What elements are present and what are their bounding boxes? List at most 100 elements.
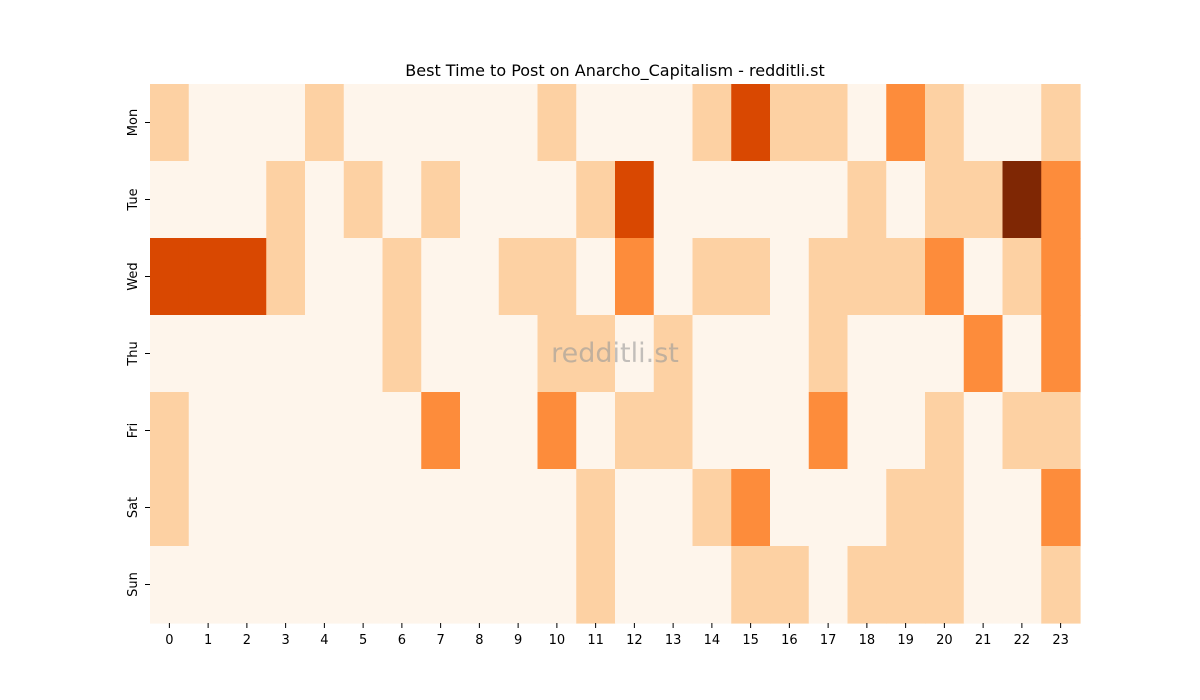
heatmap-cell-sun-15 bbox=[731, 546, 771, 624]
heatmap-cell-thu-14 bbox=[692, 315, 732, 393]
heatmap-cell-wed-10 bbox=[537, 238, 577, 316]
heatmap-cell-tue-18 bbox=[847, 161, 887, 239]
heatmap-cell-mon-19 bbox=[886, 84, 926, 162]
heatmap-cell-thu-7 bbox=[421, 315, 461, 393]
y-tick-label: Thu bbox=[126, 341, 141, 366]
heatmap-cell-tue-1 bbox=[188, 161, 229, 239]
heatmap-cell-sun-6 bbox=[382, 546, 422, 624]
heatmap-cell-mon-0 bbox=[150, 84, 190, 162]
heatmap-cell-tue-6 bbox=[382, 161, 422, 239]
x-tick-label: 21 bbox=[975, 633, 992, 648]
heatmap-cell-sun-1 bbox=[188, 546, 229, 624]
heatmap-cell-sat-11 bbox=[576, 469, 616, 547]
y-tick-label: Wed bbox=[126, 262, 141, 290]
heatmap-cell-mon-8 bbox=[460, 84, 500, 162]
heatmap-cell-wed-23 bbox=[1041, 238, 1081, 316]
heatmap-cell-thu-4 bbox=[305, 315, 345, 393]
heatmap-cell-sun-5 bbox=[343, 546, 384, 624]
heatmap-cell-sat-4 bbox=[305, 469, 345, 547]
heatmap-cell-sun-7 bbox=[421, 546, 461, 624]
heatmap-cell-fri-19 bbox=[886, 392, 926, 470]
heatmap-cell-fri-15 bbox=[731, 392, 771, 470]
y-axis: Mon Tue Wed Thu Fri Sat Sun bbox=[126, 109, 150, 597]
heatmap-cell-tue-5 bbox=[343, 161, 384, 239]
heatmap-cell-mon-5 bbox=[343, 84, 384, 162]
heatmap-cell-sat-3 bbox=[266, 469, 306, 547]
heatmap-cell-tue-7 bbox=[421, 161, 461, 239]
heatmap-cell-sat-14 bbox=[692, 469, 732, 547]
heatmap-cell-mon-22 bbox=[1002, 84, 1042, 162]
heatmap-cell-tue-22 bbox=[1002, 161, 1042, 239]
heatmap-cell-mon-7 bbox=[421, 84, 461, 162]
heatmap-cell-wed-20 bbox=[925, 238, 965, 316]
heatmap-cell-fri-6 bbox=[382, 392, 422, 470]
x-tick-label: 5 bbox=[359, 633, 367, 648]
heatmap-cell-fri-14 bbox=[692, 392, 732, 470]
heatmap-cell-tue-14 bbox=[692, 161, 732, 239]
heatmap-cell-wed-22 bbox=[1002, 238, 1042, 316]
y-tick-label: Tue bbox=[126, 188, 141, 211]
heatmap-cell-mon-9 bbox=[498, 84, 539, 162]
heatmap-cell-sat-15 bbox=[731, 469, 771, 547]
heatmap-cell-tue-8 bbox=[460, 161, 500, 239]
heatmap-cell-tue-17 bbox=[808, 161, 849, 239]
x-tick-label: 4 bbox=[320, 633, 328, 648]
heatmap-cell-fri-20 bbox=[925, 392, 965, 470]
heatmap-cell-mon-1 bbox=[188, 84, 229, 162]
heatmap-cell-sat-17 bbox=[808, 469, 849, 547]
heatmap-cell-sun-13 bbox=[653, 546, 694, 624]
heatmap-cell-tue-11 bbox=[576, 161, 616, 239]
x-tick-label: 20 bbox=[936, 633, 953, 648]
heatmap-cell-fri-11 bbox=[576, 392, 616, 470]
heatmap-cell-fri-2 bbox=[227, 392, 267, 470]
y-tick-label: Sat bbox=[126, 497, 141, 518]
x-tick-label: 1 bbox=[204, 633, 212, 648]
x-tick-label: 18 bbox=[859, 633, 876, 648]
heatmap-cell-fri-16 bbox=[770, 392, 810, 470]
x-tick-label: 12 bbox=[626, 633, 643, 648]
heatmap-cell-tue-4 bbox=[305, 161, 345, 239]
heatmap-cell-sat-2 bbox=[227, 469, 267, 547]
heatmap-cell-sun-3 bbox=[266, 546, 306, 624]
heatmap-cell-wed-15 bbox=[731, 238, 771, 316]
heatmap-cell-tue-23 bbox=[1041, 161, 1081, 239]
heatmap-cell-thu-22 bbox=[1002, 315, 1042, 393]
y-tick-label: Mon bbox=[126, 109, 141, 136]
heatmap-cell-thu-12 bbox=[615, 315, 655, 393]
heatmap-cell-thu-20 bbox=[925, 315, 965, 393]
heatmap-cell-wed-14 bbox=[692, 238, 732, 316]
heatmap-cell-sun-21 bbox=[963, 546, 1004, 624]
heatmap-cell-mon-18 bbox=[847, 84, 887, 162]
heatmap-cell-tue-2 bbox=[227, 161, 267, 239]
heatmap-cell-mon-2 bbox=[227, 84, 267, 162]
heatmap-cell-wed-19 bbox=[886, 238, 926, 316]
heatmap-cell-thu-0 bbox=[150, 315, 190, 393]
heatmap-cell-sat-22 bbox=[1002, 469, 1042, 547]
x-tick-label: 22 bbox=[1014, 633, 1031, 648]
heatmap-cell-sun-22 bbox=[1002, 546, 1042, 624]
heatmap-cell-sat-19 bbox=[886, 469, 926, 547]
y-tick-label: Sun bbox=[126, 572, 141, 597]
heatmap-cell-thu-19 bbox=[886, 315, 926, 393]
heatmap-cell-wed-21 bbox=[963, 238, 1004, 316]
heatmap-cell-fri-13 bbox=[653, 392, 694, 470]
heatmap-cell-wed-17 bbox=[808, 238, 849, 316]
heatmap-cell-fri-10 bbox=[537, 392, 577, 470]
heatmap-cell-mon-6 bbox=[382, 84, 422, 162]
x-tick-label: 15 bbox=[742, 633, 759, 648]
heatmap-cell-sat-18 bbox=[847, 469, 887, 547]
heatmap-cell-sat-23 bbox=[1041, 469, 1081, 547]
heatmap-cell-thu-10 bbox=[537, 315, 577, 393]
heatmap-cell-sun-19 bbox=[886, 546, 926, 624]
x-tick-label: 8 bbox=[475, 633, 483, 648]
heatmap-cell-wed-5 bbox=[343, 238, 384, 316]
heatmap-cell-sat-8 bbox=[460, 469, 500, 547]
heatmap-cell-sat-10 bbox=[537, 469, 577, 547]
x-tick-label: 14 bbox=[704, 633, 721, 648]
x-tick-label: 2 bbox=[243, 633, 251, 648]
x-tick-label: 17 bbox=[820, 633, 837, 648]
heatmap-cell-wed-1 bbox=[188, 238, 229, 316]
heatmap-cell-thu-18 bbox=[847, 315, 887, 393]
heatmap-cell-fri-17 bbox=[808, 392, 849, 470]
